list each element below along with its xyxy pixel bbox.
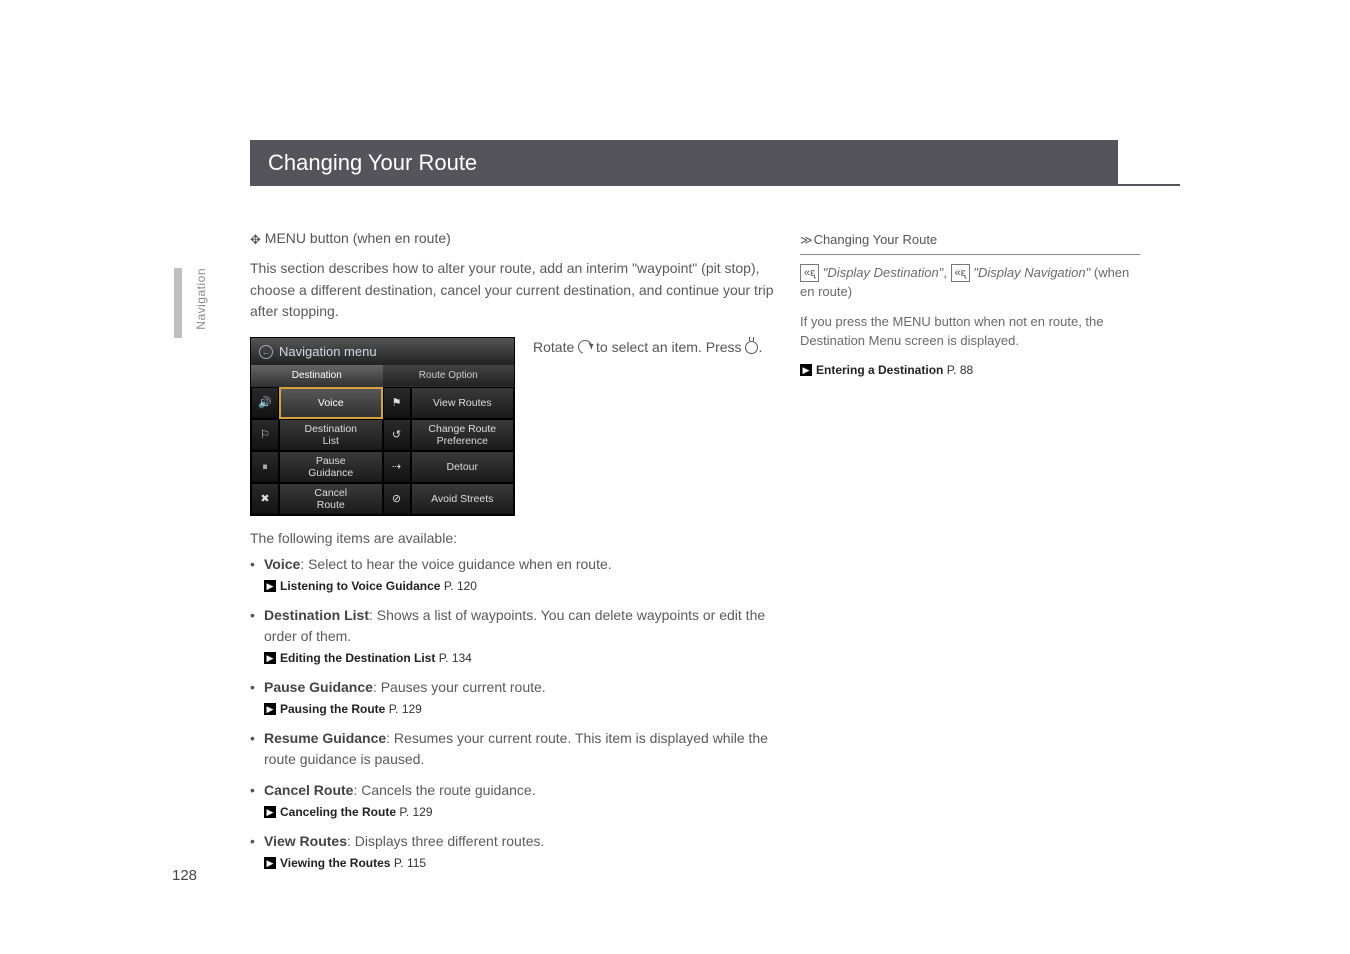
side-heading: ≫ Changing Your Route <box>800 230 1140 255</box>
intro-paragraph: This section describes how to alter your… <box>250 258 775 323</box>
item-pause: Pause Guidance: Pauses your current rout… <box>250 677 775 718</box>
dest-list-icon: ⚐ <box>251 419 279 451</box>
item-dest-list-label: Destination List <box>264 607 369 623</box>
side-xref-page: P. 88 <box>947 363 973 377</box>
item-dest-list-xref: ▶ Editing the Destination List P. 134 <box>264 649 775 667</box>
item-voice-xref-label: Listening to Voice Guidance <box>280 579 440 593</box>
xref-icon: ▶ <box>264 652 276 664</box>
nav-menu-title: Navigation menu <box>279 344 377 359</box>
nav-menu-tab-destination-label: Destination <box>292 370 342 381</box>
item-voice-xref: ▶ Listening to Voice Guidance P. 120 <box>264 577 775 595</box>
change-pref-icon: ↺ <box>383 419 411 451</box>
side-note: If you press the MENU button when not en… <box>800 312 1140 351</box>
avoid-icon: ⊘ <box>383 483 411 515</box>
item-pause-label: Pause Guidance <box>264 679 373 695</box>
nav-menu-tab-route-option-label: Route Option <box>419 370 478 381</box>
xref-icon: ▶ <box>264 580 276 592</box>
press-dial-icon <box>745 341 758 354</box>
side-xref: ▶ Entering a Destination P. 88 <box>800 361 1140 379</box>
nav-menu-cell-detour: Detour <box>411 451 515 483</box>
detour-icon: ⇢ <box>383 451 411 483</box>
item-cancel-desc: : Cancels the route guidance. <box>353 782 535 798</box>
breadcrumb-label: MENU button (when en route) <box>265 230 451 246</box>
nav-menu-cell-cancel: Cancel Route <box>279 483 383 515</box>
item-view-routes-label: View Routes <box>264 833 347 849</box>
section-tab: Navigation <box>174 268 212 428</box>
nav-menu-tab-destination: Destination <box>251 365 383 386</box>
item-view-routes-xref: ▶ Viewing the Routes P. 115 <box>264 854 775 872</box>
side-voice-b: "Display Navigation" <box>973 265 1090 280</box>
section-tab-bar <box>174 268 182 338</box>
item-resume-label: Resume Guidance <box>264 730 386 746</box>
nav-menu-cell-change-pref: Change Route Preference <box>411 419 515 451</box>
nav-menu-grid: 🔊 Voice ⚑ View Routes ⚐ Destination List… <box>251 387 514 515</box>
item-voice-xref-page: P. 120 <box>444 579 477 593</box>
nav-menu-cell-view-routes: View Routes <box>411 387 515 419</box>
item-pause-desc: : Pauses your current route. <box>373 679 546 695</box>
item-voice-desc: : Select to hear the voice guidance when… <box>300 556 611 572</box>
nav-menu-cell-avoid: Avoid Streets <box>411 483 515 515</box>
items-intro: The following items are available: <box>250 530 775 546</box>
screenshot-row: ← Navigation menu Destination Route Opti… <box>250 337 775 516</box>
page-title: Changing Your Route <box>268 150 477 175</box>
item-list: Voice: Select to hear the voice guidance… <box>250 554 775 872</box>
nav-menu-cell-voice: Voice <box>279 387 383 419</box>
main-column: ✥ MENU button (when en route) This secti… <box>250 230 775 882</box>
back-icon: ← <box>259 345 273 359</box>
side-xref-label: Entering a Destination <box>816 363 943 377</box>
item-cancel-xref-page: P. 129 <box>399 805 432 819</box>
section-tab-label: Navigation <box>194 268 208 330</box>
xref-icon: ▶ <box>264 806 276 818</box>
item-view-routes-xref-page: P. 115 <box>394 856 426 870</box>
item-pause-xref-label: Pausing the Route <box>280 702 385 716</box>
nav-menu-tabs: Destination Route Option <box>251 365 514 387</box>
nav-menu-cell-dest-list: Destination List <box>279 419 383 451</box>
item-dest-list-xref-page: P. 134 <box>439 651 472 665</box>
page-title-band: Changing Your Route <box>250 140 1118 186</box>
nav-menu-cell-pause: Pause Guidance <box>279 451 383 483</box>
manual-page: Navigation Changing Your Route ✥ MENU bu… <box>0 0 1350 954</box>
breadcrumb: ✥ MENU button (when en route) <box>250 230 775 248</box>
side-voice-a: "Display Destination" <box>823 265 944 280</box>
view-routes-icon: ⚑ <box>383 387 411 419</box>
item-cancel: Cancel Route: Cancels the route guidance… <box>250 780 775 821</box>
rotate-instruction: Rotate to select an item. Press . <box>533 337 762 516</box>
xref-icon: ▶ <box>264 703 276 715</box>
item-dest-list-xref-label: Editing the Destination List <box>280 651 435 665</box>
item-pause-xref-page: P. 129 <box>389 702 422 716</box>
voice-command-icon: «ᶓ <box>800 264 819 283</box>
nav-menu-title-bar: ← Navigation menu <box>251 338 514 365</box>
item-pause-xref: ▶ Pausing the Route P. 129 <box>264 700 775 718</box>
rotate-text-c: . <box>758 339 762 355</box>
item-view-routes-desc: : Displays three different routes. <box>347 833 544 849</box>
page-title-rule <box>1118 184 1180 186</box>
item-view-routes-xref-label: Viewing the Routes <box>280 856 390 870</box>
item-resume: Resume Guidance: Resumes your current ro… <box>250 728 775 770</box>
side-voice-sep: , <box>943 265 950 280</box>
rotate-text-a: Rotate <box>533 339 578 355</box>
page-number: 128 <box>172 867 197 884</box>
item-cancel-xref: ▶ Canceling the Route P. 129 <box>264 803 775 821</box>
side-voice-commands: «ᶓ "Display Destination", «ᶓ "Display Na… <box>800 263 1140 302</box>
voice-command-icon: «ᶓ <box>951 264 970 283</box>
pause-icon: ⏸ <box>251 451 279 483</box>
rotate-text-b: to select an item. Press <box>592 339 745 355</box>
chevron-icon: ≫ <box>800 231 810 249</box>
nav-menu-tab-route-option: Route Option <box>383 365 515 386</box>
voice-icon: 🔊 <box>251 387 279 419</box>
item-voice: Voice: Select to hear the voice guidance… <box>250 554 775 595</box>
xref-icon: ▶ <box>800 364 812 376</box>
xref-icon: ▶ <box>264 857 276 869</box>
side-column: ≫ Changing Your Route «ᶓ "Display Destina… <box>800 230 1140 379</box>
item-cancel-label: Cancel Route <box>264 782 353 798</box>
item-cancel-xref-label: Canceling the Route <box>280 805 396 819</box>
item-voice-label: Voice <box>264 556 300 572</box>
item-dest-list: Destination List: Shows a list of waypoi… <box>250 605 775 667</box>
cancel-icon: ✖ <box>251 483 279 515</box>
side-heading-label: Changing Your Route <box>814 232 938 247</box>
nav-menu-screenshot: ← Navigation menu Destination Route Opti… <box>250 337 515 516</box>
item-view-routes: View Routes: Displays three different ro… <box>250 831 775 872</box>
menu-button-icon: ✥ <box>250 232 261 248</box>
